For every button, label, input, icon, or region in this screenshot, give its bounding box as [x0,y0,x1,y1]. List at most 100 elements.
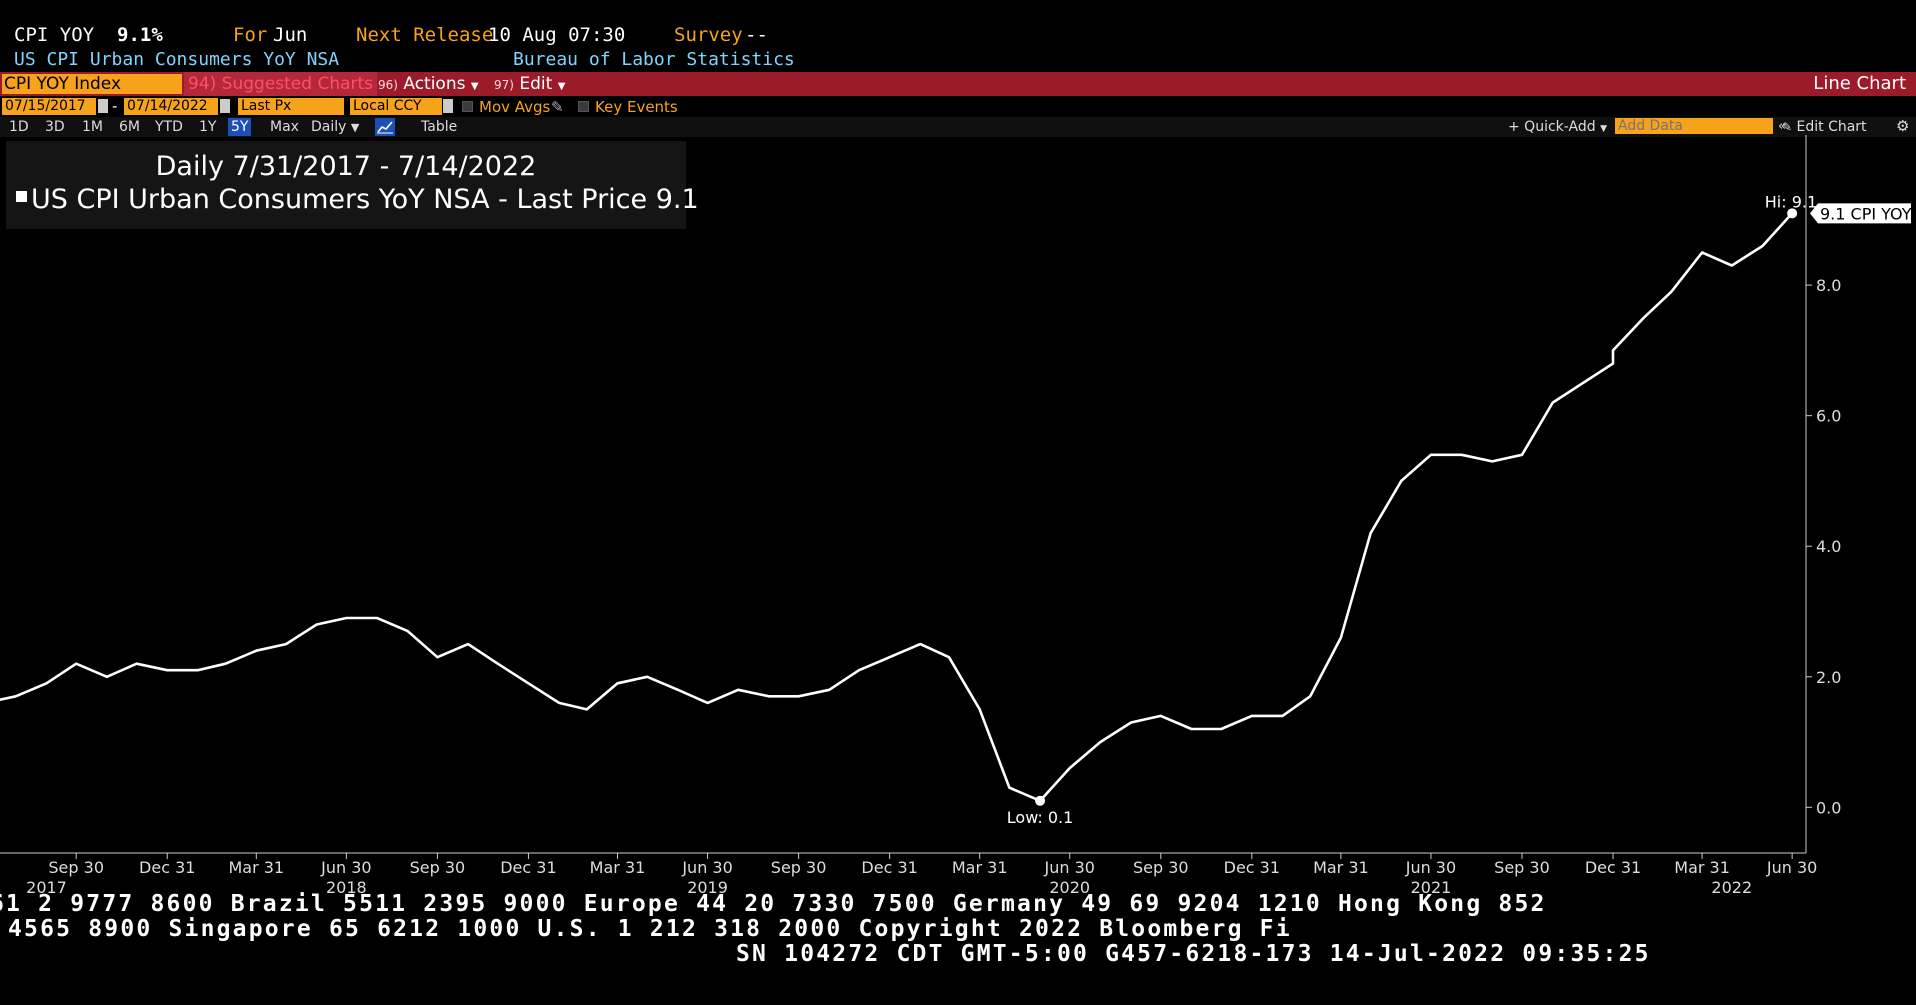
y-tick-label: 4.0 [1816,537,1841,556]
legend-series-label: US CPI Urban Consumers YoY NSA - Last Pr… [31,184,699,215]
y-tick-label: 2.0 [1816,668,1841,687]
actions-label: Actions [403,74,466,94]
series-line-cpi-yoy [0,212,1794,803]
current-value: 9.1% [117,24,163,46]
frequency-select[interactable]: Daily ▼ [308,118,362,136]
gear-icon[interactable]: ⚙ [1896,117,1910,135]
range-6m[interactable]: 6M [119,119,140,135]
chevron-down-icon: ▼ [557,81,566,92]
survey-label: Survey [674,24,743,46]
suggested-charts-button[interactable]: 94) Suggested Charts [184,72,378,96]
x-tick-label: Dec 31 [139,858,195,877]
x-tick-label: Sep 30 [410,858,466,877]
ticker-label: CPI YOY [14,24,95,46]
x-year-label: 2019 [687,878,728,895]
x-tick-label: Sep 30 [1133,858,1189,877]
quick-add-label: + Quick-Add [1508,119,1596,135]
for-value: Jun [273,24,308,46]
x-year-label: 2017 [26,878,67,895]
data-source: Bureau of Labor Statistics [513,49,795,70]
start-date-field[interactable]: 07/15/2017 [2,98,96,115]
x-tick-label: Mar 31 [952,858,1008,877]
add-data-input[interactable] [1615,118,1773,134]
edit-number: 97) [494,78,514,92]
currency-select[interactable]: Local CCY [350,98,442,115]
footer-session-info: SN 104272 CDT GMT-5:00 G457-6218-173 14-… [736,941,1651,967]
frequency-label: Daily [311,119,347,135]
x-year-label: 2021 [1411,878,1452,895]
pencil-icon[interactable]: ✎ [551,98,564,116]
next-release-label: Next Release [356,24,494,46]
x-tick-label: Mar 31 [1674,858,1730,877]
range-1d[interactable]: 1D [9,119,29,135]
actions-menu[interactable]: 96) Actions ▼ [372,72,485,96]
x-tick-label: Jun 30 [681,858,732,877]
legend-swatch [16,191,27,202]
footer-contact-line-2: 4565 8900 Singapore 65 6212 1000 U.S. 1 … [8,916,1292,942]
chart-settings-row: 07/15/2017 - 07/14/2022 Last Px Local CC… [0,98,1916,116]
x-tick-label: Dec 31 [861,858,917,877]
function-toolbar: CPI YOY Index 94) Suggested Charts 96) A… [0,72,1916,96]
for-label: For [233,24,268,46]
high-point-marker [1787,208,1798,219]
survey-value: -- [745,24,768,46]
mov-avgs-label: Mov Avgs [479,98,551,116]
edit-label: Edit [519,74,553,94]
last-price-tag: 9.1 CPI YOY [1810,203,1912,224]
x-year-label: 2020 [1049,878,1090,895]
low-point-marker [1035,795,1046,806]
range-5y[interactable]: 5Y [228,118,252,136]
chart-legend: Daily 7/31/2017 - 7/14/2022 US CPI Urban… [6,141,699,229]
actions-number: 96) [378,78,398,92]
x-tick-label: Jun 30 [1405,858,1456,877]
last-price-tag-bg [1810,203,1911,224]
mov-avgs-checkbox[interactable] [462,101,473,112]
x-tick-label: Dec 31 [500,858,556,877]
y-tick-label: 0.0 [1816,798,1841,817]
key-events-checkbox[interactable] [578,101,589,112]
date-separator: - [112,97,118,115]
x-tick-label: Mar 31 [1313,858,1369,877]
x-tick-label: Jun 30 [1766,858,1817,877]
line-chart-icon[interactable] [375,118,395,136]
x-tick-label: Sep 30 [771,858,827,877]
chart-type-label[interactable]: Line Chart [1813,73,1906,94]
range-ytd[interactable]: YTD [155,119,183,135]
next-release-value: 10 Aug 07:30 [488,24,626,46]
price-field-select[interactable]: Last Px [238,98,344,115]
cpi-line-chart[interactable]: 0.0 2.0 4.0 6.0 8.0 Sep 30 Dec 31 Mar 31 Jun 30 S… [0,135,1916,895]
pencil-icon: ✎ [1782,120,1793,134]
calendar-icon[interactable] [98,99,108,113]
x-year-label: 2018 [326,878,367,895]
range-1m[interactable]: 1M [82,119,103,135]
collapse-icon[interactable]: « [1778,119,1786,134]
x-tick-label: Mar 31 [590,858,646,877]
key-events-label: Key Events [595,98,678,116]
table-button[interactable]: Table [421,119,458,135]
range-max[interactable]: Max [270,119,299,135]
chevron-down-icon: ▼ [350,121,360,134]
x-tick-label: Mar 31 [228,858,284,877]
ticker-input[interactable]: CPI YOY Index [2,74,182,94]
chevron-down-icon: ▼ [470,81,479,92]
x-year-label: 2022 [1711,878,1752,895]
y-tick-label: 6.0 [1816,407,1841,426]
high-label: Hi: 9.1 [1765,192,1817,211]
chevron-down-icon[interactable] [443,99,453,113]
end-date-field[interactable]: 07/14/2022 [124,98,218,115]
footer-contact-line-1: 61 2 9777 8600 Brazil 5511 2395 9000 Eur… [0,891,1547,917]
x-tick-label: Sep 30 [48,858,104,877]
edit-menu[interactable]: 97) Edit ▼ [488,72,571,96]
range-3d[interactable]: 3D [45,119,65,135]
security-description: US CPI Urban Consumers YoY NSA [14,49,340,70]
calendar-icon[interactable] [220,99,230,113]
quick-add-button[interactable]: + Quick-Add ▼ [1508,118,1607,138]
legend-series-entry[interactable]: US CPI Urban Consumers YoY NSA - Last Pr… [16,184,699,215]
last-price-tag-label: 9.1 CPI YOY [1820,204,1912,223]
x-tick-label: Jun 30 [320,858,371,877]
x-tick-label: Dec 31 [1224,858,1280,877]
range-1y[interactable]: 1Y [199,119,217,135]
range-selector-row: 1D 3D 1M 6M YTD 1Y 5Y Max Daily ▼ Table … [0,117,1916,137]
low-label: Low: 0.1 [1007,808,1074,827]
edit-chart-button[interactable]: ✎ Edit Chart [1782,118,1867,136]
